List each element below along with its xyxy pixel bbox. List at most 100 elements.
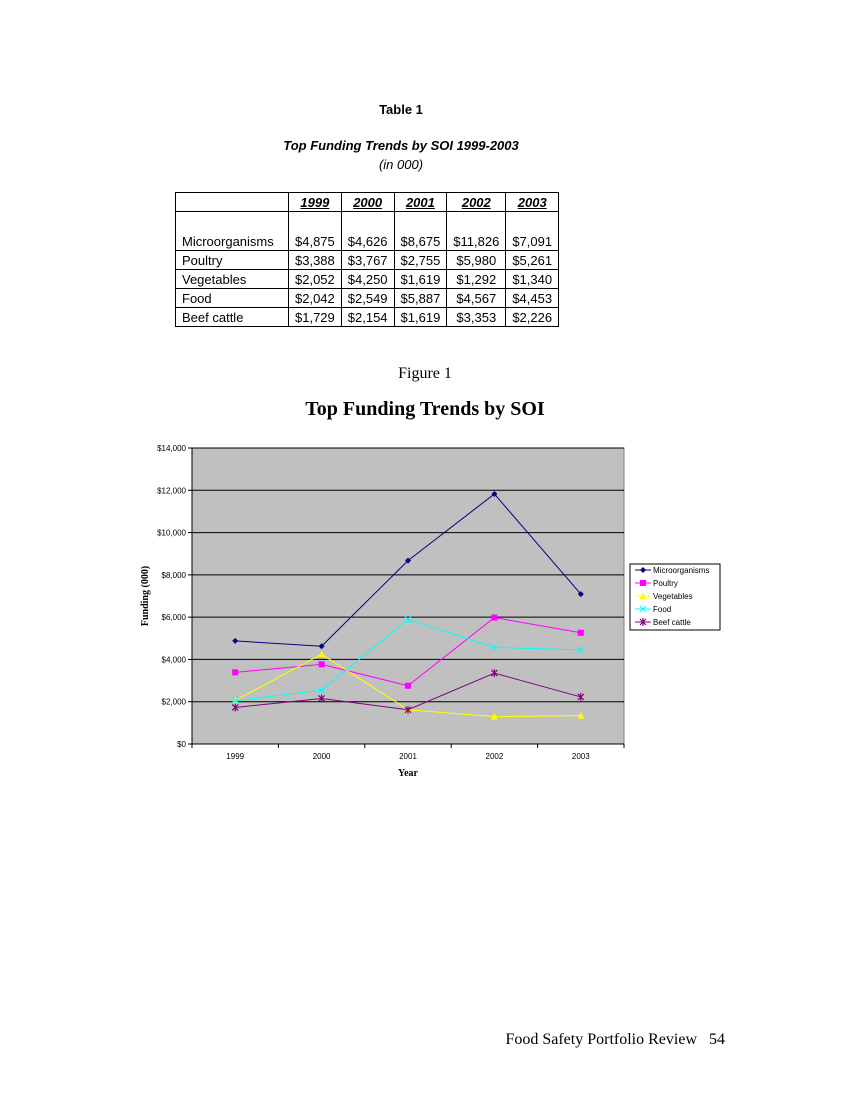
plot-area	[191, 447, 625, 745]
y-tick-label: $14,000	[157, 444, 186, 453]
table-cell: $11,826	[446, 230, 507, 251]
y-tick-label: $6,000	[162, 613, 187, 622]
table-cell: $2,042	[288, 288, 342, 308]
legend-marker-poultry	[640, 580, 646, 586]
table-cell: $2,154	[340, 307, 395, 327]
data-point-vegetables	[318, 650, 326, 658]
legend-label-food: Food	[653, 605, 671, 614]
year-header: 1999	[288, 192, 342, 212]
table-cell: $5,261	[505, 250, 560, 270]
legend-label-beef-cattle: Beef cattle	[653, 618, 691, 627]
y-tick-label: $12,000	[157, 486, 186, 495]
data-point-microorganisms	[577, 591, 584, 598]
funding-table: 1999 2000 2001 2002 2003 Microorganisms …	[175, 192, 560, 327]
x-tick-label: 2001	[399, 752, 417, 761]
table-cell: $1,619	[393, 269, 448, 289]
table-cell: $4,567	[446, 288, 507, 308]
year-header: 2000	[340, 192, 395, 212]
data-point-microorganisms	[232, 637, 239, 644]
table-corner-cell	[175, 192, 289, 212]
table-cell: $4,250	[340, 269, 395, 289]
data-point-food	[490, 644, 498, 651]
line-chart: $0 $2,000 $4,000 $6,000 $8,000 $10,000 $12,000…	[140, 444, 721, 779]
table-header-row: 1999 2000 2001 2002 2003	[175, 192, 560, 212]
data-point-beef-cattle	[318, 694, 326, 703]
table-row: Poultry $3,388 $3,767 $2,755 $5,980 $5,2…	[175, 250, 560, 270]
legend-label-poultry: Poultry	[653, 579, 678, 588]
table-cell: $4,626	[340, 230, 395, 251]
spacer-cell	[446, 211, 507, 230]
table-subtitle: (in 000)	[378, 157, 424, 172]
table-title: Top Funding Trends by SOI 1999-2003	[283, 138, 519, 153]
table-cell: $5,980	[446, 250, 507, 270]
data-point-vegetables	[490, 713, 498, 720]
table-cell: $2,549	[340, 288, 395, 308]
series-lines	[231, 490, 585, 720]
table-cell: $7,091	[505, 230, 560, 251]
table-row: Beef cattle $1,729 $2,154 $1,619 $3,353 …	[175, 307, 560, 327]
table-cell: $1,729	[288, 307, 342, 327]
data-point-food	[404, 616, 412, 623]
y-axis-label: Funding (000)	[140, 566, 151, 626]
table-cell: $2,226	[505, 307, 560, 327]
x-axis-label: Year	[398, 768, 419, 779]
table-cell: $5,887	[393, 288, 448, 308]
x-tick-label: 2002	[486, 752, 504, 761]
table-cell: $1,292	[446, 269, 507, 289]
legend-label-microorganisms: Microorganisms	[653, 566, 709, 575]
table-cell: $4,453	[505, 288, 560, 308]
data-point-microorganisms	[491, 490, 498, 497]
data-point-food	[231, 697, 239, 705]
data-point-poultry	[491, 614, 498, 621]
table-cell: $8,675	[393, 230, 448, 251]
y-tick-label: $4,000	[162, 655, 187, 664]
data-point-beef-cattle	[490, 669, 498, 678]
page-footer: Food Safety Portfolio Review 54	[505, 1031, 725, 1049]
spacer-cell	[340, 211, 395, 230]
row-label: Microorganisms	[175, 230, 289, 251]
table-cell: $3,353	[446, 307, 507, 327]
table-cell: $2,755	[393, 250, 448, 270]
table-row: Vegetables $2,052 $4,250 $1,619 $1,292 $…	[175, 269, 560, 289]
data-point-microorganisms	[318, 643, 325, 650]
data-point-food	[318, 686, 326, 694]
table-cell: $4,875	[288, 230, 342, 251]
data-point-poultry	[232, 669, 239, 676]
data-point-microorganisms	[405, 557, 411, 564]
legend-marker-beef-cattle	[639, 618, 647, 626]
x-tick-label: 2000	[313, 752, 331, 761]
x-tick-label: 2003	[572, 752, 590, 761]
table-cell: $1,619	[393, 307, 448, 327]
chart-title: Top Funding Trends by SOI	[305, 398, 545, 420]
x-tick-label: 1999	[226, 752, 244, 761]
table-cell: $3,388	[288, 250, 342, 270]
spacer-cell	[393, 211, 448, 230]
data-point-vegetables	[577, 712, 585, 719]
y-axis-ticks: $0 $2,000 $4,000 $6,000 $8,000 $10,000 $12,000…	[157, 444, 193, 749]
y-tick-label: $10,000	[157, 529, 186, 538]
y-tick-label: $2,000	[162, 698, 187, 707]
legend: Microorganisms Poultry Vegetables Food Beef …	[629, 563, 721, 631]
data-point-beef-cattle	[577, 692, 585, 701]
y-tick-label: $0	[177, 740, 186, 749]
data-point-poultry	[405, 682, 411, 689]
table-row: Food $2,042 $2,549 $5,887 $4,567 $4,453	[175, 288, 560, 308]
y-tick-label: $8,000	[162, 571, 187, 580]
legend-marker-food	[639, 605, 647, 613]
legend-label-vegetables: Vegetables	[653, 592, 693, 601]
legend-marker-vegetables	[639, 592, 647, 599]
row-label: Food	[175, 288, 289, 308]
spacer-cell	[175, 211, 289, 230]
footer-text: Food Safety Portfolio Review	[505, 1031, 697, 1048]
spacer-cell	[288, 211, 342, 230]
x-axis-ticks: 1999 2000 2001 2002 2003	[191, 743, 625, 761]
gridlines	[192, 447, 624, 703]
table-row: Microorganisms $4,875 $4,626 $8,675 $11,…	[175, 230, 560, 251]
year-header: 2002	[446, 192, 507, 212]
table-cell: $3,767	[340, 250, 395, 270]
data-point-poultry	[577, 629, 584, 636]
figure-label: Figure 1	[398, 365, 452, 382]
data-point-food	[577, 646, 585, 654]
year-header: 2003	[505, 192, 560, 212]
legend-marker-microorganisms	[640, 567, 646, 573]
